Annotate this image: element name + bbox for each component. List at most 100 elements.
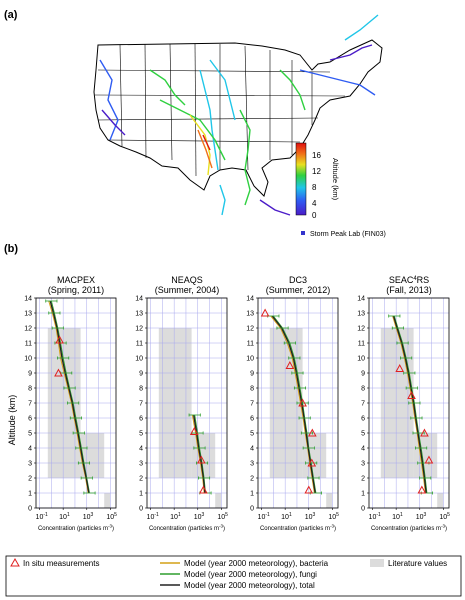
insitu-marker <box>54 368 63 377</box>
insitu-marker <box>307 428 317 437</box>
y-tick-label: 1 <box>139 491 143 498</box>
series-line-total <box>193 414 206 494</box>
insitu-marker <box>424 455 434 464</box>
y-tick-label: 5 <box>361 431 365 438</box>
panel-subtitle: (Summer, 2004) <box>155 285 220 295</box>
panel-title: SEAC4RS <box>389 275 429 285</box>
x-axis-label: Concentration (particles m-3) <box>149 524 225 533</box>
colorbar-ticks: 16 12 8 4 0 <box>312 151 321 220</box>
insitu-marker <box>260 308 270 317</box>
x-tick-label: 105 <box>106 512 117 521</box>
x-tick-exponent: -1 <box>376 512 381 518</box>
y-tick-label: 5 <box>250 431 254 438</box>
panel-subtitle: (Spring, 2011) <box>48 285 104 295</box>
legend-total: Model (year 2000 meteorology), total <box>184 581 315 590</box>
y-tick-label: 4 <box>28 446 32 453</box>
x-tick-exponent: 1 <box>67 512 70 518</box>
us-map <box>93 39 383 197</box>
y-tick-label: 12 <box>246 326 254 333</box>
x-tick-exponent: 1 <box>400 512 403 518</box>
literature-box <box>413 433 438 478</box>
y-tick-label: 7 <box>28 401 32 408</box>
insitu-marker <box>189 426 199 435</box>
y-tick-label: 9 <box>28 371 32 378</box>
x-tick-exponent: 5 <box>114 512 117 518</box>
flight-track <box>149 69 186 106</box>
panel-subtitle: (Summer, 2012) <box>266 285 331 295</box>
x-tick-label: 101 <box>392 512 403 521</box>
y-tick-label: 4 <box>250 446 254 453</box>
y-tick-label: 5 <box>28 431 32 438</box>
x-axis-label-close: ) <box>334 526 336 532</box>
flight-track <box>202 134 211 151</box>
x-tick-exponent: 3 <box>424 512 427 518</box>
insitu-marker <box>407 390 416 399</box>
y-tick-label: 0 <box>361 506 365 513</box>
y-tick-label: 8 <box>139 386 143 393</box>
legend-bacteria: Model (year 2000 meteorology), bacteria <box>184 559 329 568</box>
state-lines <box>94 43 346 177</box>
y-tick-label: 2 <box>250 476 254 483</box>
y-tick-label: 3 <box>139 461 143 468</box>
x-tick-label: 10-1 <box>369 512 381 521</box>
panel-a-label: (a) <box>4 9 18 21</box>
flight-track <box>344 14 379 41</box>
y-tick-label: 12 <box>357 326 365 333</box>
y-tick-label: 11 <box>136 341 143 348</box>
insitu-marker <box>196 455 206 464</box>
literature-box <box>104 493 111 508</box>
literature-legend-swatch <box>370 559 384 567</box>
flight-track <box>329 44 373 61</box>
flight-track <box>101 109 126 136</box>
y-tick-label: 1 <box>250 491 254 498</box>
altitude-colorbar <box>295 142 307 216</box>
y-tick-label: 12 <box>24 326 32 333</box>
x-axis-label-exponent: -3 <box>441 524 445 529</box>
flight-tracks <box>99 14 379 216</box>
x-axis-label-close: ) <box>223 526 225 532</box>
y-tick-label: 10 <box>135 356 143 363</box>
legend-literature: Literature values <box>388 559 447 568</box>
x-tick-label: 105 <box>439 512 450 521</box>
x-tick-exponent: -1 <box>154 512 159 518</box>
y-tick-label: 10 <box>246 356 254 363</box>
insitu-legend-marker <box>10 557 20 567</box>
y-tick-label: 0 <box>250 506 254 513</box>
x-tick-exponent: -1 <box>265 512 270 518</box>
y-tick-label: 2 <box>361 476 365 483</box>
panel-title: DC3 <box>289 275 307 285</box>
insitu-marker <box>420 428 429 437</box>
y-tick-label: 4 <box>361 446 365 453</box>
storm-peak-marker: Storm Peak Lab (FIN03) <box>301 231 386 238</box>
colorbar-label: Altitude (km) <box>331 158 340 201</box>
colorbar-tick: 0 <box>312 211 317 220</box>
x-tick-label: 103 <box>305 512 316 521</box>
y-tick-label: 10 <box>357 356 365 363</box>
y-tick-label: 6 <box>28 416 32 423</box>
flight-track <box>199 69 219 171</box>
series-line-bacteria <box>48 300 89 494</box>
x-tick-exponent: 5 <box>225 512 228 518</box>
insitu-marker <box>304 485 314 494</box>
y-axis-label: Altitude (km) <box>7 395 17 446</box>
flight-track <box>239 109 251 206</box>
x-tick-exponent: 3 <box>91 512 94 518</box>
x-tick-exponent: 5 <box>447 512 450 518</box>
y-tick-label: 9 <box>139 371 143 378</box>
series-line-fungi <box>50 300 90 494</box>
x-tick-label: 103 <box>83 512 94 521</box>
y-tick-label: 8 <box>250 386 254 393</box>
colorbar-tick: 4 <box>312 199 317 208</box>
insitu-marker <box>55 335 64 344</box>
y-tick-label: 6 <box>139 416 143 423</box>
y-tick-label: 13 <box>24 311 32 318</box>
y-tick-label: 9 <box>250 371 254 378</box>
flight-track <box>219 184 226 216</box>
legend-fungi: Model (year 2000 meteorology), fungi <box>184 570 317 579</box>
y-tick-label: 3 <box>361 461 365 468</box>
y-tick-label: 4 <box>139 446 143 453</box>
y-tick-label: 0 <box>28 506 32 513</box>
flight-track <box>279 69 306 111</box>
flight-track <box>197 129 213 169</box>
